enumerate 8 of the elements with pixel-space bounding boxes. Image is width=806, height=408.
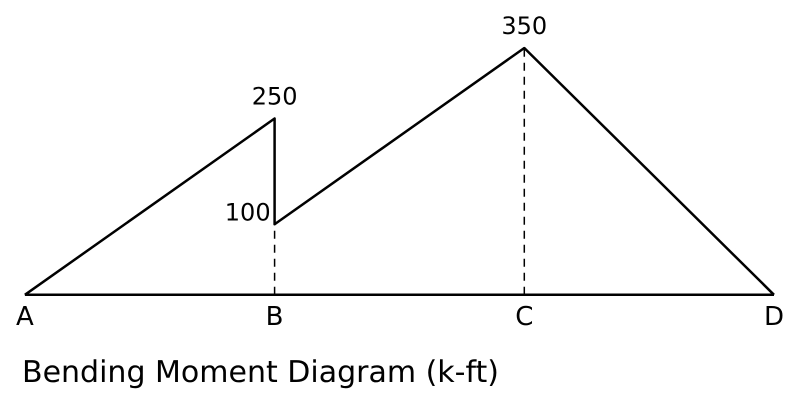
x-tick-label: C (515, 302, 534, 332)
x-tick-label: B (266, 302, 284, 332)
x-tick-label: A (16, 302, 34, 332)
data-label: 100 (224, 198, 271, 227)
text: Bending Moment Diagram (k-ft) (22, 354, 499, 390)
x-tick-label: D (764, 302, 784, 332)
data-label: 250 (252, 82, 298, 111)
data-label: 350 (501, 12, 548, 40)
